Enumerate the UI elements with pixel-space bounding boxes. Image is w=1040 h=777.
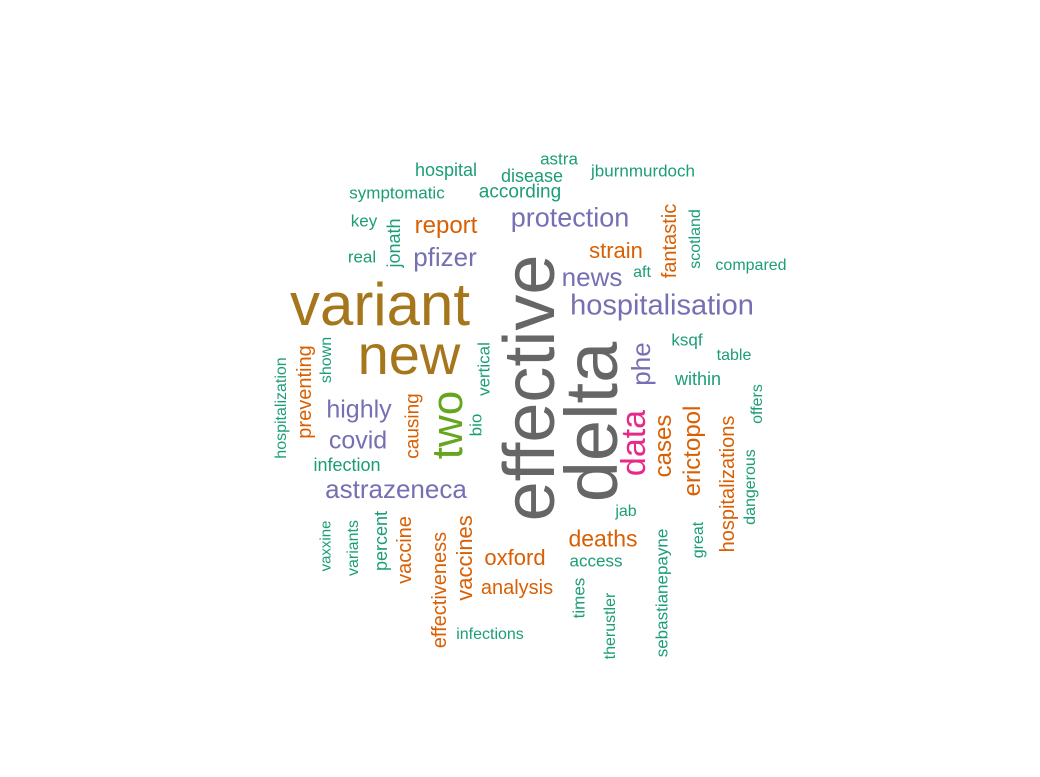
word-jburnmurdoch: jburnmurdoch bbox=[591, 161, 695, 181]
word-analysis: analysis bbox=[480, 577, 554, 599]
word-pfizer: pfizer bbox=[413, 242, 477, 272]
word-vaccines: vaccines bbox=[452, 515, 477, 601]
word-disease: disease bbox=[500, 166, 564, 186]
word-sebastianepayne: sebastianepayne bbox=[652, 528, 672, 658]
word-deaths: deaths bbox=[568, 525, 638, 552]
word-report: report bbox=[414, 212, 478, 239]
word-vaccine: vaccine bbox=[394, 516, 416, 584]
word-cases: cases bbox=[650, 414, 677, 478]
word-according: according bbox=[478, 181, 562, 203]
word-key: key bbox=[350, 211, 378, 231]
word-vaxxine: vaxxine bbox=[317, 520, 335, 572]
word-infection: infection bbox=[313, 455, 381, 475]
word-hospitalisation: hospitalisation bbox=[570, 289, 754, 322]
word-infections: infections bbox=[456, 626, 524, 643]
word-phe: phe bbox=[626, 342, 656, 386]
word-variants: variants bbox=[345, 519, 362, 577]
word-therustler: therustler bbox=[602, 592, 619, 660]
word-new: new bbox=[357, 323, 461, 386]
word-scotland: scotland bbox=[687, 209, 704, 269]
word-astra: astra bbox=[540, 149, 578, 169]
word-hospitalization: hospitalization bbox=[273, 357, 290, 459]
word-dangerous: dangerous bbox=[742, 449, 759, 525]
word-within: within bbox=[674, 369, 722, 389]
word-shown: shown bbox=[318, 336, 335, 384]
word-astrazeneca: astrazeneca bbox=[325, 474, 467, 504]
word-oxford: oxford bbox=[484, 545, 546, 570]
word-strain: strain bbox=[589, 238, 643, 263]
word-protection: protection bbox=[510, 202, 630, 233]
word-real: real bbox=[347, 247, 377, 267]
word-ksqf: ksqf bbox=[671, 330, 703, 350]
word-percent: percent bbox=[371, 510, 391, 572]
word-fantastic: fantastic bbox=[659, 203, 681, 279]
word-news: news bbox=[561, 262, 623, 292]
word-effectiveness: effectiveness bbox=[429, 531, 451, 649]
word-hospitalizations: hospitalizations bbox=[717, 415, 739, 553]
word-vertical: vertical bbox=[474, 342, 494, 396]
word-jonath: jonath bbox=[384, 218, 404, 268]
word-access: access bbox=[569, 551, 623, 571]
word-compared: compared bbox=[715, 257, 787, 274]
word-hospital: hospital bbox=[414, 160, 478, 180]
word-covid: covid bbox=[328, 426, 388, 455]
word-highly: highly bbox=[326, 395, 392, 424]
word-variant: variant bbox=[289, 271, 471, 338]
word-jab: jab bbox=[615, 503, 637, 520]
word-table: table bbox=[716, 347, 752, 364]
word-data: data bbox=[615, 409, 653, 477]
word-times: times bbox=[569, 577, 589, 619]
word-erictopol: erictopol bbox=[679, 405, 706, 497]
word-aft: aft bbox=[633, 264, 651, 281]
word-causing: causing bbox=[402, 393, 424, 459]
word-great: great bbox=[690, 521, 707, 559]
word-preventing: preventing bbox=[294, 345, 316, 439]
word-bio: bio bbox=[466, 413, 486, 437]
word-offers: offers bbox=[749, 384, 766, 424]
word-two: two bbox=[423, 390, 472, 460]
word-symptomatic: symptomatic bbox=[349, 183, 445, 203]
